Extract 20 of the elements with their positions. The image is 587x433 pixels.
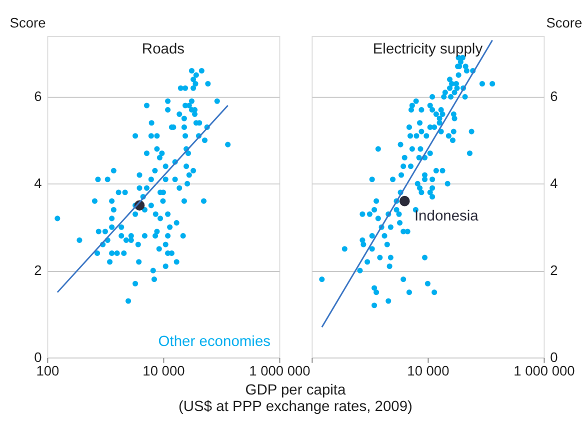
x-tick-label: 10 000 — [142, 364, 186, 379]
y-tick-label: 0 — [34, 350, 42, 365]
x-tick-label: 1 000 000 — [514, 364, 576, 379]
chart-title: Roads — [142, 42, 185, 58]
y2-tick-label: 0 — [550, 350, 558, 365]
y2-tick-label: 4 — [550, 176, 558, 192]
y2-tick-label: 2 — [550, 263, 558, 278]
y2-axis-title: Score — [546, 16, 582, 31]
x-tick-label: 10 000 — [407, 364, 450, 379]
y2-tick-label: 6 — [550, 89, 558, 104]
chart-title: Electricity supply — [372, 42, 484, 58]
y-axis-title: Score — [10, 16, 46, 31]
x-tick-label: 100 — [36, 364, 60, 379]
y-tick-label: 4 — [34, 176, 42, 192]
series-label: Indonesia — [414, 208, 480, 225]
x-tick-label: 1 000 000 — [249, 364, 311, 379]
y-tick-label: 2 — [34, 263, 42, 278]
y-tick-label: 6 — [34, 89, 42, 104]
text: Other economies — [158, 334, 271, 350]
x-axis-title: GDP per capita (US$ at PPP exchange rates, 2009) — [178, 382, 412, 416]
